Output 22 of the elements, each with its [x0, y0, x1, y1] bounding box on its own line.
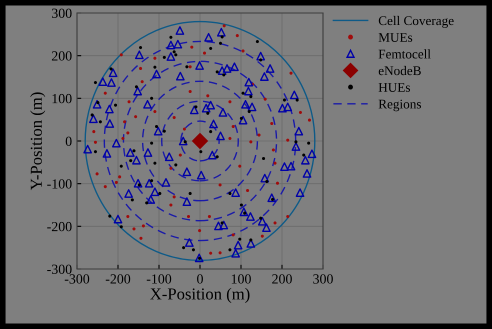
- y-tick-label: -300: [47, 264, 72, 274]
- legend-label: Femtocell: [378, 49, 431, 59]
- legend-label: eNodeB: [378, 66, 421, 76]
- legend-label: Cell Coverage: [378, 16, 454, 28]
- x-tick-label: -300: [64, 274, 90, 284]
- y-tick-label: 300: [52, 8, 72, 18]
- y-tick-label: 0: [66, 136, 72, 146]
- legend-label: HUEs: [378, 83, 410, 92]
- legend-label: MUEs: [378, 33, 412, 42]
- y-tick-label: 200: [52, 51, 72, 61]
- x-tick-label: -200: [106, 274, 130, 284]
- y-tick-label: -200: [47, 222, 72, 232]
- y-tick-label: -100: [47, 179, 72, 189]
- x-tick-label: 0: [197, 274, 203, 284]
- legend-label: Regions: [378, 100, 422, 112]
- y-axis-title: Y-Position (m): [30, 92, 46, 190]
- x-tick-label: 200: [272, 274, 292, 284]
- x-axis-title: X-Position (m): [150, 288, 250, 303]
- x-tick-label: -100: [146, 274, 172, 284]
- x-tick-label: 300: [313, 274, 333, 284]
- x-tick-label: 100: [232, 274, 251, 284]
- y-tick-label: 100: [52, 94, 72, 104]
